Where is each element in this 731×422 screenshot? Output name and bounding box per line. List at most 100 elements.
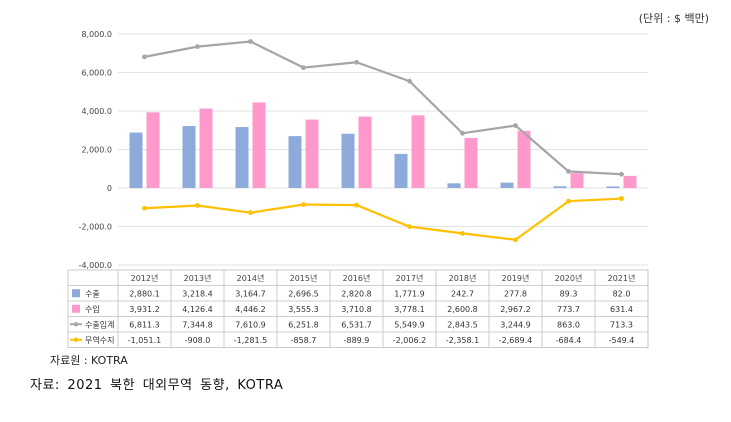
bar-수출-2018년: [447, 183, 461, 188]
bar-수출-2021년: [606, 186, 620, 188]
point-무역수지-2020년: [566, 198, 571, 204]
point-무역수지-2013년: [195, 203, 200, 208]
data-label-수출입계-2014년: 7,610.9: [235, 320, 266, 329]
data-label-수입-2013년: 4,126.4: [182, 305, 213, 314]
point-수출입계-2016년: [354, 59, 359, 65]
data-label-수출입계-2016년: 6,531.7: [341, 320, 372, 329]
gridlines: [118, 33, 648, 266]
y-tick-label: 2,000.0: [81, 146, 112, 155]
x-tick-label: 2018년: [449, 273, 477, 283]
data-label-수출-2015년: 2,696.5: [288, 289, 319, 298]
legend-label-무역수지: 무역수지: [85, 335, 114, 345]
bar-수입-2012년: [146, 112, 160, 188]
line-무역수지: [144, 197, 622, 241]
data-table: 2012년 2013년 2014년 2015년 2016년 2017년 2018년 2019년…: [67, 269, 649, 348]
point-수출입계-2020년: [566, 168, 571, 174]
data-label-수입-2020년: 773.7: [557, 305, 580, 314]
y-tick-label: 8,000.0: [81, 30, 112, 39]
line-수출입계: [144, 40, 622, 176]
point-수출입계-2021년: [619, 171, 624, 177]
data-label-수출입계-2020년: 863.0: [557, 320, 580, 329]
bar-수출-2019년: [500, 182, 514, 188]
x-tick-label: 2015년: [290, 273, 318, 283]
data-label-무역수지-2015년: -858.7: [291, 336, 317, 345]
y-tick-label: 4,000.0: [81, 107, 112, 116]
point-무역수지-2021년: [619, 196, 624, 201]
data-label-수입-2014년: 4,446.2: [235, 305, 266, 314]
bar-수출-2016년: [341, 133, 355, 188]
legend-label-수입: 수입: [85, 305, 100, 314]
data-label-수입-2021년: 631.4: [610, 305, 633, 314]
data-label-수출입계-2021년: 713.3: [610, 320, 633, 329]
legend-swatch-수입: [72, 304, 80, 313]
point-무역수지-2016년: [354, 202, 359, 208]
data-label-무역수지-2012년: -1,051.1: [128, 336, 161, 345]
data-label-무역수지-2021년: -549.4: [609, 336, 635, 345]
bar-수입-2015년: [305, 119, 319, 188]
bar-수출-2012년: [129, 132, 143, 188]
bar-수입-2020년: [570, 173, 584, 188]
data-label-무역수지-2017년: -2,006.2: [393, 336, 426, 345]
bar-수입-2021년: [623, 175, 637, 188]
bar-수입-2018년: [464, 137, 478, 188]
point-수출입계-2013년: [195, 44, 200, 50]
data-label-수입-2019년: 2,967.2: [500, 305, 531, 314]
point-수출입계-2018년: [460, 130, 465, 136]
data-label-수출입계-2018년: 2,843.5: [447, 320, 478, 329]
y-axis-tick-labels: 8,000.0 6,000.0 4,000.0 2,000.0 0 -2,000.0 -4,…: [79, 30, 112, 270]
source-note: 자료원 : KOTRA: [50, 354, 128, 367]
data-label-수출-2013년: 3,218.4: [182, 289, 213, 298]
point-수출입계-2012년: [142, 54, 147, 60]
data-label-무역수지-2019년: -2,689.4: [499, 336, 532, 345]
data-label-수입-2016년: 3,710.8: [341, 305, 372, 314]
x-tick-label: 2013년: [184, 273, 212, 283]
point-수출입계-2017년: [407, 78, 412, 84]
point-무역수지-2019년: [513, 237, 518, 243]
data-label-무역수지-2014년: -1,281.5: [234, 336, 267, 345]
bar-수출-2014년: [235, 127, 249, 188]
data-label-수출입계-2012년: 6,811.3: [129, 320, 160, 329]
bar-수출-2017년: [394, 153, 408, 188]
data-label-수출-2016년: 2,820.8: [341, 289, 372, 298]
legend-label-수출입계: 수출입계: [85, 319, 114, 329]
data-label-수출-2018년: 242.7: [451, 289, 474, 298]
point-수출입계-2015년: [301, 65, 306, 71]
bar-수입-2013년: [199, 108, 213, 188]
source-caption: 자료: 2021 북한 대외무역 동향, KOTRA: [30, 378, 284, 393]
x-tick-label: 2016년: [343, 273, 371, 283]
trade-chart: 8,000.0 6,000.0 4,000.0 2,000.0 0 -2,000.0 -4,…: [67, 30, 649, 348]
legend-marker-무역수지: [73, 337, 79, 342]
data-label-수출-2017년: 1,771.9: [394, 289, 425, 298]
point-무역수지-2017년: [407, 224, 412, 230]
data-label-수출입계-2013년: 7,344.8: [182, 320, 213, 329]
bar-수출-2013년: [182, 126, 196, 188]
bar-series: [129, 102, 637, 188]
x-tick-label: 2019년: [502, 273, 530, 283]
data-label-수입-2017년: 3,778.1: [394, 305, 425, 314]
legend-label-수출: 수출: [85, 288, 100, 298]
data-label-무역수지-2018년: -2,358.1: [446, 336, 479, 345]
point-수출입계-2019년: [513, 123, 518, 128]
y-tick-label: 6,000.0: [81, 69, 112, 78]
point-무역수지-2014년: [248, 210, 253, 216]
bar-수입-2016년: [358, 116, 372, 188]
bar-수출-2015년: [288, 136, 302, 188]
point-무역수지-2015년: [301, 202, 306, 207]
x-tick-label: 2021년: [608, 273, 636, 283]
data-label-수출-2021년: 82.0: [613, 289, 631, 298]
x-tick-label: 2020년: [555, 273, 583, 283]
line-series: [142, 39, 624, 243]
bar-수입-2019년: [517, 130, 531, 188]
data-label-수출-2014년: 3,164.7: [235, 289, 266, 298]
point-수출입계-2014년: [248, 39, 253, 44]
data-label-수출입계-2015년: 6,251.8: [288, 320, 319, 329]
data-label-수출-2012년: 2,880.1: [129, 289, 160, 298]
data-label-수입-2018년: 2,600.8: [447, 305, 478, 314]
data-label-수출입계-2017년: 5,549.9: [394, 320, 425, 329]
y-tick-label: 0: [107, 184, 112, 193]
x-tick-label: 2017년: [396, 273, 424, 283]
unit-label: (단위 : $ 백만): [638, 12, 709, 25]
point-무역수지-2012년: [142, 205, 147, 211]
data-label-무역수지-2013년: -908.0: [185, 336, 211, 345]
data-label-수입-2012년: 3,931.2: [129, 305, 160, 314]
